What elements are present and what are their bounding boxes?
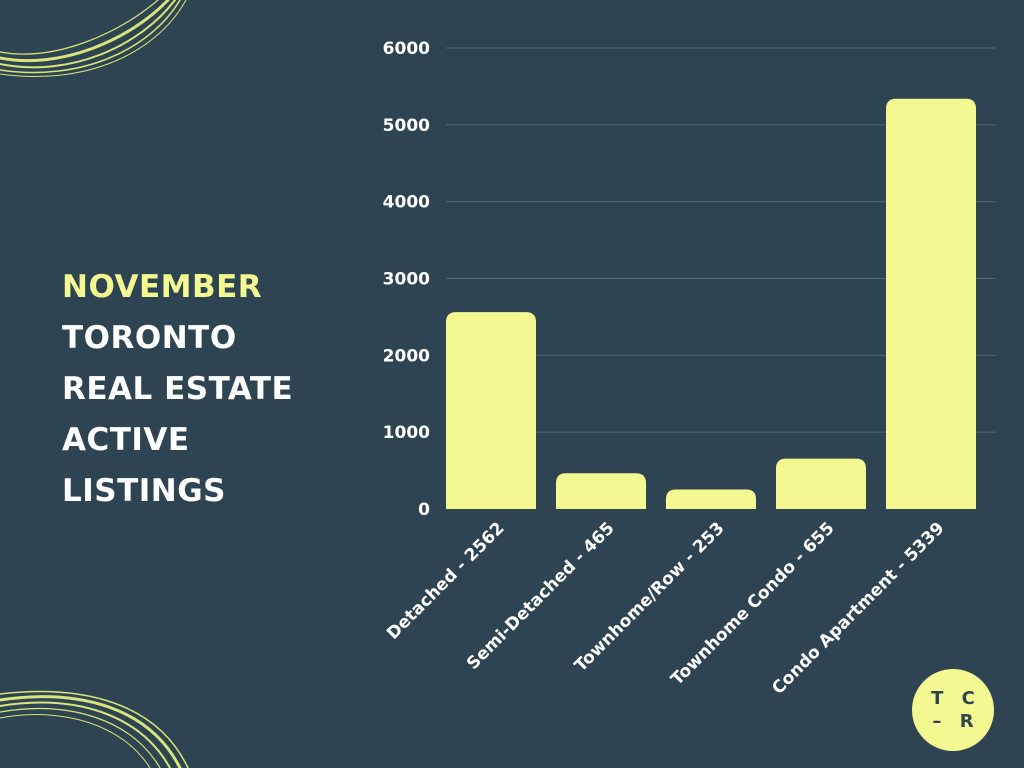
y-tick-label: 6000 (383, 39, 430, 59)
bar (666, 489, 756, 509)
title-month: NOVEMBER (62, 269, 263, 305)
bar (776, 458, 866, 509)
bar (556, 473, 646, 509)
title-line-1: TORONTO (62, 320, 237, 356)
y-tick-label: 4000 (383, 193, 430, 213)
y-tick-label: 2000 (383, 346, 430, 366)
decorative-swirl-bottom-left (0, 690, 189, 768)
title-line-4: LISTINGS (62, 473, 227, 509)
title-line-3: ACTIVE (62, 422, 190, 458)
chart-title: NOVEMBER TORONTO REAL ESTATE ACTIVE LIST… (62, 262, 293, 517)
decorative-swirl-top-left (0, 0, 187, 77)
y-tick-label: 5000 (383, 116, 430, 136)
tcr-logo: T C – R (912, 669, 994, 751)
logo-line-2: – R (932, 711, 980, 732)
x-category-label: Condo Apartment - 5339 (768, 518, 948, 698)
y-tick-label: 1000 (383, 423, 430, 443)
x-category-label: Detached - 2562 (383, 518, 508, 643)
y-tick-label: 0 (418, 500, 430, 520)
bar (446, 312, 536, 509)
bar (886, 98, 976, 509)
y-tick-label: 3000 (383, 270, 430, 290)
title-line-2: REAL ESTATE (62, 371, 294, 407)
logo-line-1: T C (931, 688, 981, 709)
